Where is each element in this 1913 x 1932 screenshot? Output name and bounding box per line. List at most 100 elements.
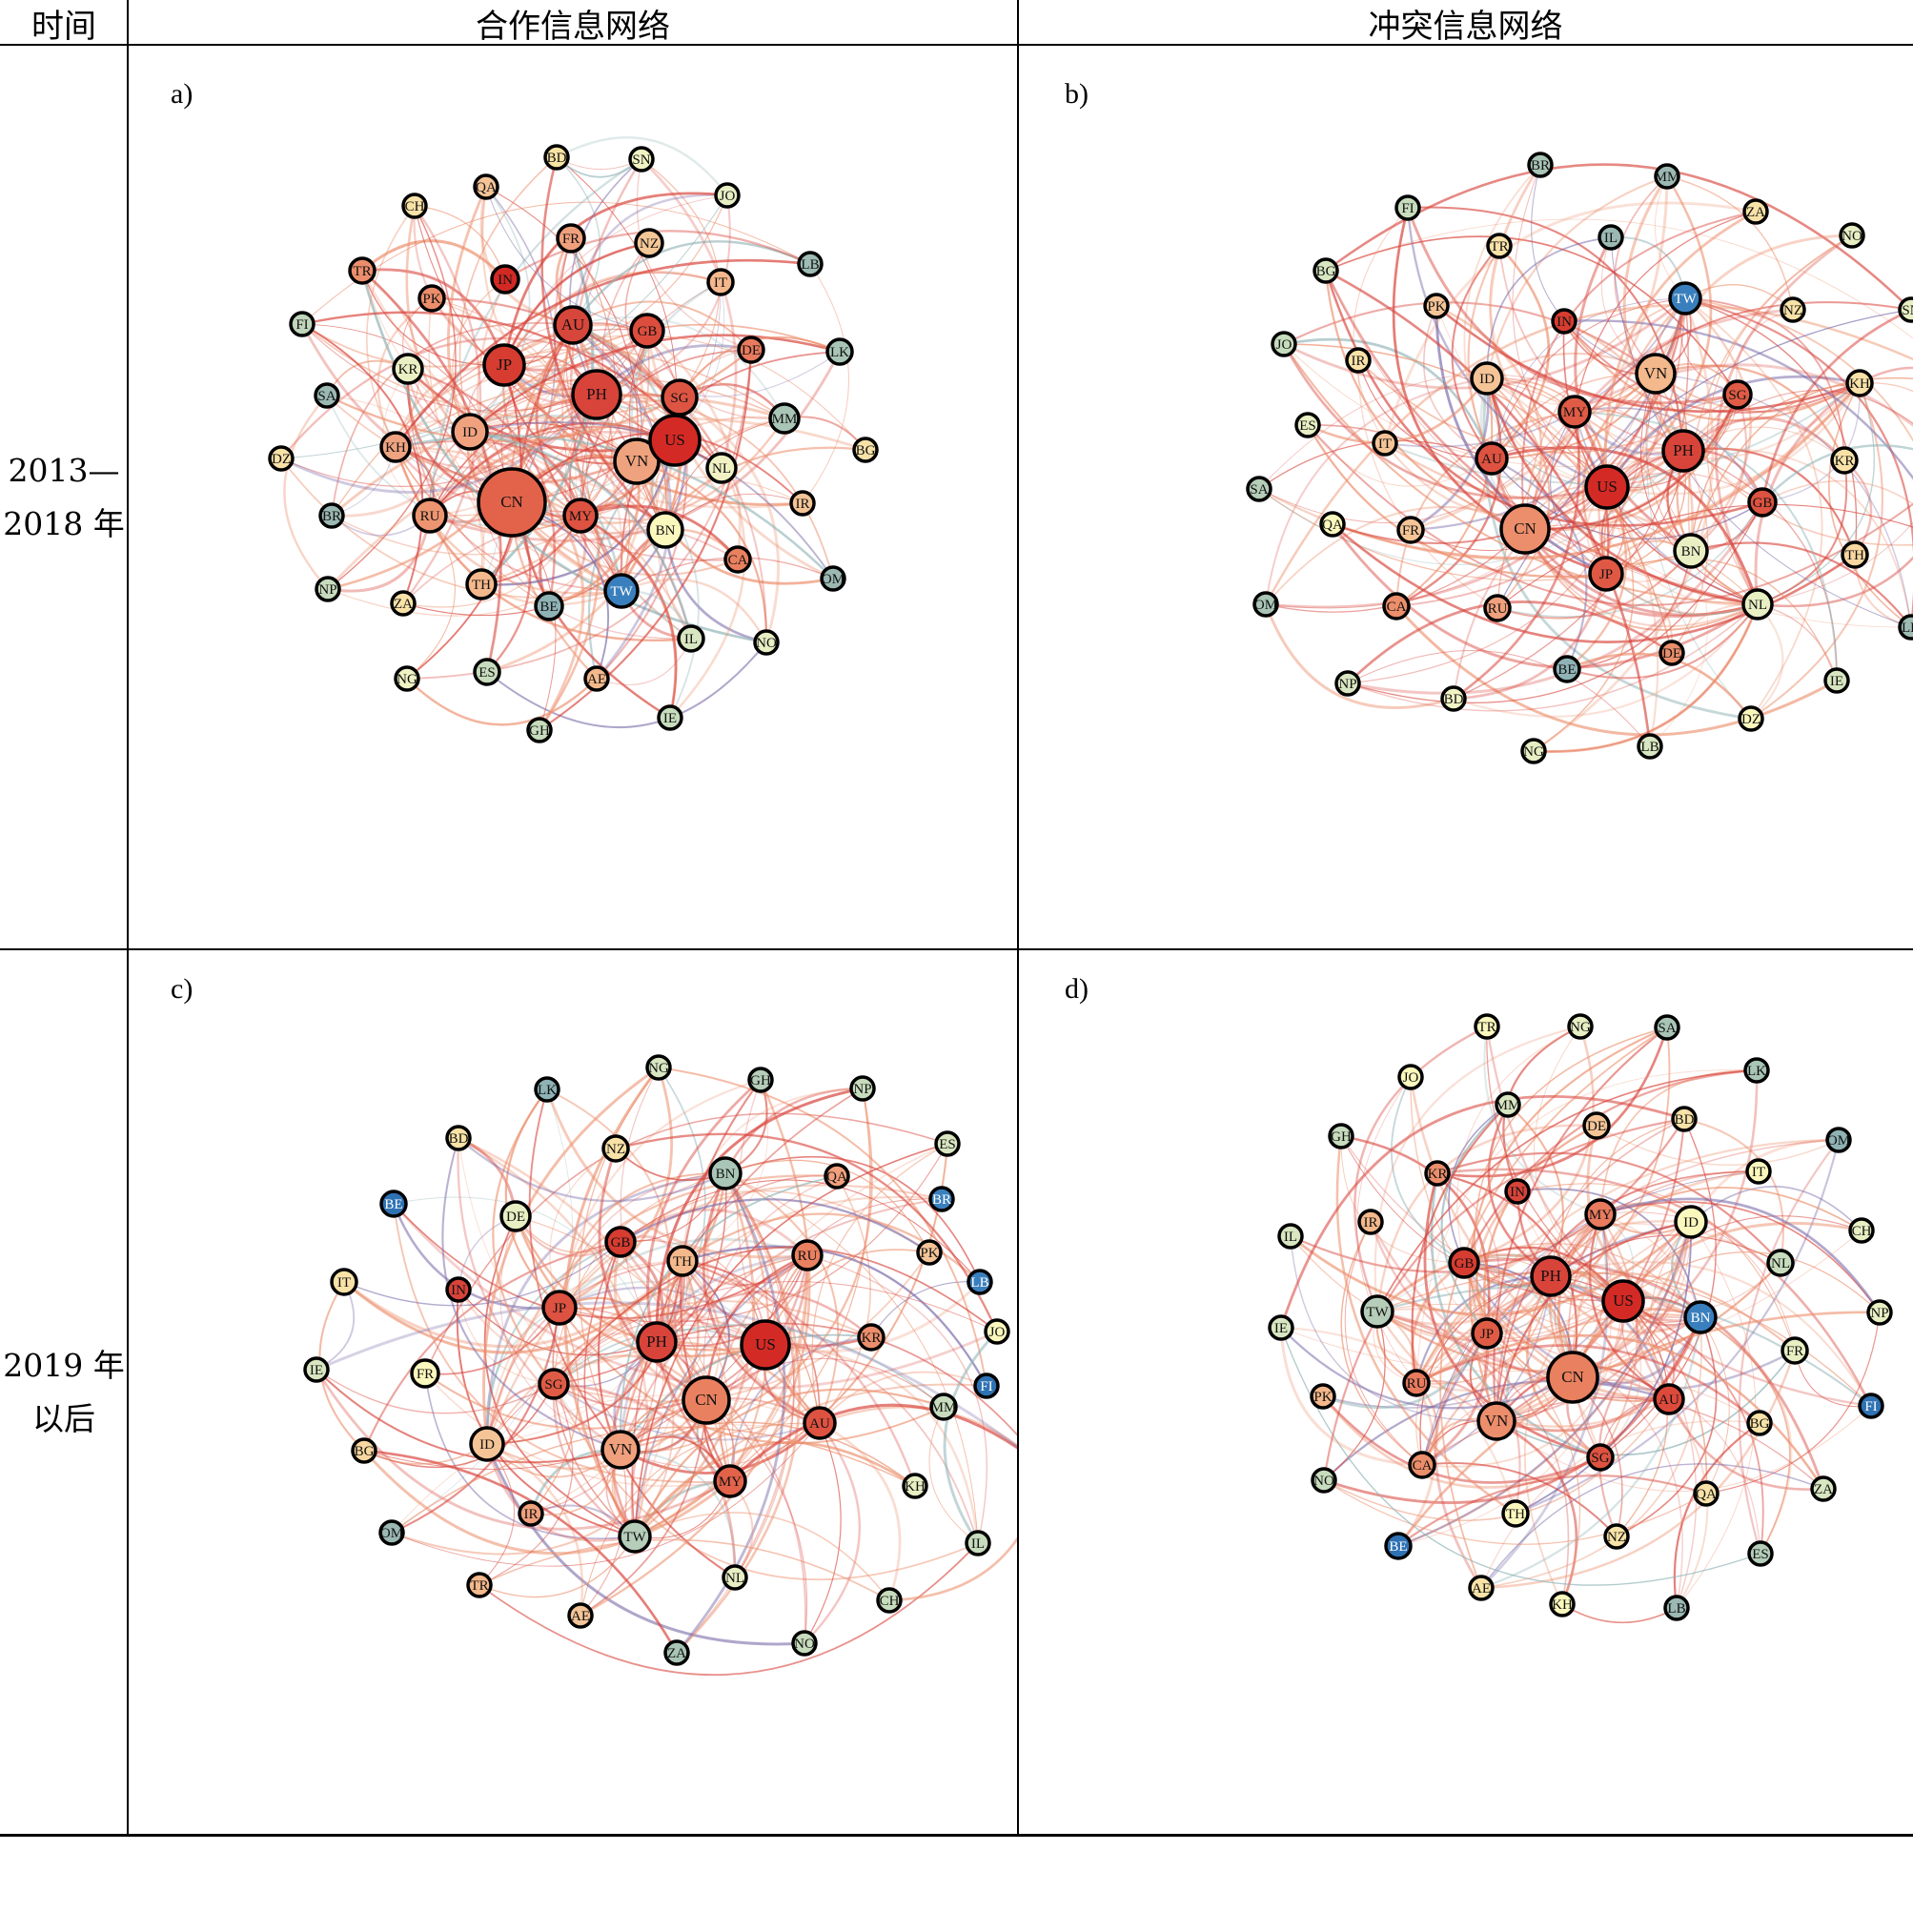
edge-JP-TW [552,1307,636,1537]
edge-IT-TH [343,1259,684,1349]
edge-KR-VN [1655,364,1846,461]
node-circle [1848,1217,1875,1244]
node-label: PH [1540,1267,1561,1285]
edge-MY-GB [620,1241,734,1482]
node-circle [1471,1317,1503,1350]
edge-ZA-BN [676,1172,795,1654]
edge-TH-OM [1515,1139,1841,1515]
node-label: SA [317,389,336,404]
node-label: IE [663,711,677,726]
node-circle [477,467,547,538]
node-label: FI [1864,1399,1877,1414]
node-label: KR [862,1331,882,1346]
edge-IL-RU [806,1254,987,1544]
node-label: BD [1444,692,1464,707]
edge-NG-TW [1374,1025,1581,1312]
edge-BD-VN [457,1137,621,1451]
node-label: SN [1902,303,1913,318]
edge-NP-BN [723,1087,864,1174]
edge-ES-NO [486,641,767,729]
period-line-1: 2019 年 [3,1346,125,1384]
node-label: NO [756,636,777,651]
node-sg: SG [1722,379,1753,410]
node-label: AU [561,315,585,334]
node-de: DE [499,1200,532,1232]
node-label: SG [1728,388,1746,403]
node-nz: NZ [601,1134,630,1163]
edge-IR-CA [1340,1221,1423,1466]
node-circle [820,565,846,592]
node-label: RU [1407,1376,1427,1392]
node-label: TR [353,264,371,279]
edge-AE-BN [1480,1316,1702,1589]
edge-LB-US [1622,1300,1698,1609]
node-circle [1683,1300,1718,1334]
node-circle [571,369,622,420]
node-gb: GB [1747,487,1778,518]
edge-RU-BN [1496,550,1692,620]
edge-KH-TW [1376,1311,1570,1605]
edge-AU-BN [724,1172,840,1424]
node-label: BD [1675,1112,1695,1128]
edge-QA-US [1332,486,1608,544]
row-divider [0,948,1913,950]
edge-MM-TW [634,1388,945,1537]
edge-LK-PH [1682,447,1912,628]
node-label: MM [772,412,798,427]
edge-JO-CN [1410,1076,1574,1378]
edge-KH-JP [1486,1332,1581,1605]
edge-CA-GB [646,329,742,560]
table-header-row: 时间 合作信息网络 冲突信息网络 [0,0,1913,46]
edge-IL-BD [1290,1118,1685,1273]
edge-NZ-JP [549,1148,617,1309]
edge-IL-LK [1610,236,1912,628]
node-au: AU [553,305,593,345]
node-label: RU [420,509,440,524]
edge-NO-TW [1323,1311,1386,1481]
edge-PH-NG [656,1067,706,1343]
edge-PH-SA [1258,374,1684,490]
node-circle [722,1564,748,1591]
node-label: TW [1366,1305,1389,1320]
node-label: CH [1852,1224,1872,1239]
edge-LK-RU [1415,1068,1758,1384]
edge-IL-BN [724,1172,979,1544]
node-label: BE [1389,1539,1407,1555]
node-circle [768,402,801,435]
node-sg: SG [661,378,699,417]
node-label: AE [1472,1581,1491,1596]
node-label: ES [1752,1547,1769,1562]
edge-BE-VN [548,460,641,608]
node-circle [849,1075,876,1102]
node-label: BN [716,1167,736,1182]
node-circle [394,665,420,692]
edge-JP-MY [502,364,581,517]
edge-TR-TW [1353,1025,1488,1312]
node-circle [562,498,599,534]
edge-OM-VN [1265,373,1657,609]
node-circle [553,305,593,345]
edge-ZA-BG [363,1449,679,1654]
edge-ID-TW [485,1443,636,1542]
edge-FR-MY [1599,1211,1796,1352]
node-sn: SN [628,146,655,173]
node-label: PK [422,292,440,307]
edge-NG-US [1533,486,1635,752]
node-ch: CH [1848,1217,1875,1244]
node-circle [1520,738,1547,764]
edge-LB-AU [572,240,811,326]
node-circle [1659,640,1685,666]
node-au: AU [1475,441,1509,476]
panel-c-cooperation-2019-after: INBRLBFIIEBGOMTRAEZANONLCHILKHSAJOPKQAES… [129,950,1017,1834]
node-circle [1268,1314,1294,1341]
node-gb: GB [1448,1247,1480,1279]
node-label: BE [384,1197,402,1212]
edge-SN-PH [569,158,642,396]
node-circle [1738,705,1764,732]
edge-FI-SG [1406,207,1739,405]
edge-KR-VN [620,1333,872,1451]
node-label: ZA [1814,1482,1833,1497]
edge-IE-ES [1280,1327,1761,1586]
edge-NG-GB [1456,1026,1581,1264]
edge-IR-RU [1357,359,1498,609]
